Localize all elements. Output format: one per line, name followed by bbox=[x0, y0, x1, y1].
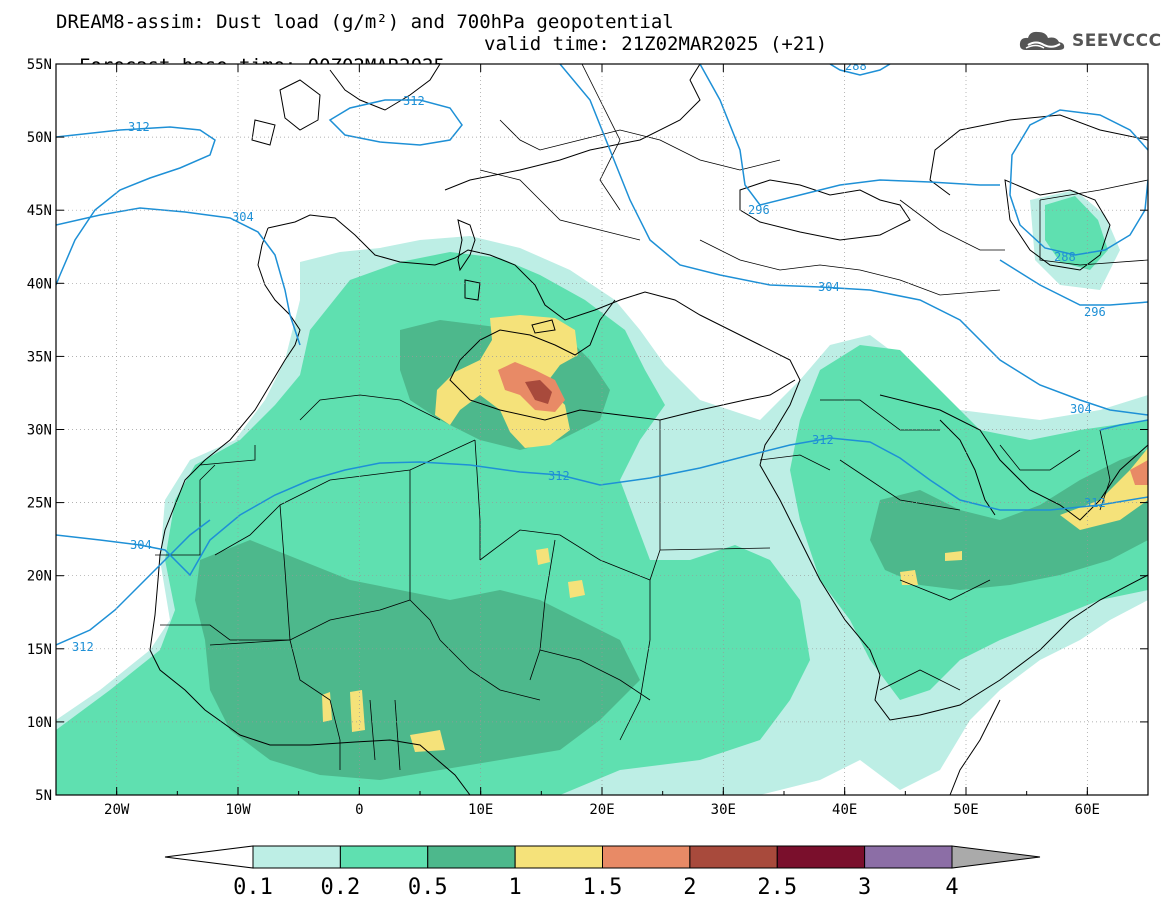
colorbar-segment bbox=[689, 845, 778, 869]
colorbar-segment bbox=[339, 845, 429, 869]
colorbar-segment bbox=[776, 845, 866, 869]
lon-tick-label: 30E bbox=[711, 802, 736, 818]
dust-level-1.5-oman bbox=[1130, 460, 1148, 485]
seevccc-logo: SEEVCCC bbox=[1018, 26, 1162, 56]
lat-tick-label: 25N bbox=[27, 496, 52, 512]
contour-label: 296 bbox=[748, 203, 770, 217]
lat-tick-label: 20N bbox=[27, 569, 52, 585]
contour-label: 312 bbox=[128, 120, 150, 134]
lat-tick-label: 50N bbox=[27, 130, 52, 146]
contour-label: 312 bbox=[812, 433, 834, 447]
contour-label: 304 bbox=[232, 210, 254, 224]
lon-tick-label: 20W bbox=[104, 802, 130, 818]
lat-tick-label: 10N bbox=[27, 715, 52, 731]
colorbar-segment bbox=[514, 845, 603, 869]
contour-label: 304 bbox=[818, 280, 840, 294]
colorbar-tick-label: 2.5 bbox=[757, 875, 797, 900]
lon-tick-label: 40E bbox=[832, 802, 857, 818]
colorbar-high-triangle bbox=[951, 845, 1041, 869]
cloud-logo-icon bbox=[1019, 31, 1065, 50]
country-borders bbox=[155, 64, 1148, 771]
lon-tick-label: 60E bbox=[1075, 802, 1100, 818]
colorbar-tick-label: 2 bbox=[683, 875, 696, 900]
colorbar-tick-label: 1 bbox=[509, 875, 522, 900]
lon-tick-label: 0 bbox=[355, 802, 363, 818]
contour-label: 312 bbox=[403, 94, 425, 108]
lat-tick-label: 30N bbox=[27, 423, 52, 439]
contour-label: 312 bbox=[72, 640, 94, 654]
dust-level-1-patch bbox=[350, 690, 365, 732]
contour-label: 312 bbox=[548, 469, 570, 483]
dust-level-1-patch bbox=[568, 580, 585, 598]
dust-level-0.5 bbox=[195, 320, 1148, 780]
dust-level-1-patch bbox=[410, 730, 445, 752]
lat-tick-label: 15N bbox=[27, 642, 52, 658]
contour-label: 312 bbox=[1084, 496, 1106, 510]
colorbar-segment bbox=[252, 845, 341, 869]
chart-title: DREAM8-assim: Dust load (g/m²) and 700hP… bbox=[56, 11, 674, 33]
geopotential-contours bbox=[56, 64, 1148, 646]
lon-tick-label: 10W bbox=[225, 802, 251, 818]
colorbar-tick-label: 0.2 bbox=[321, 875, 361, 900]
colorbar-tick-label: 4 bbox=[945, 875, 958, 900]
lat-tick-label: 45N bbox=[27, 203, 52, 219]
colorbar-tick-label: 1.5 bbox=[583, 875, 623, 900]
valid-time: valid time: 21Z02MAR2025 (+21) bbox=[484, 33, 828, 55]
dust-level-1-patch bbox=[900, 570, 918, 585]
lon-tick-label: 10E bbox=[468, 802, 493, 818]
dust-level-2 bbox=[525, 380, 552, 404]
colorbar-tick-label: 0.5 bbox=[408, 875, 448, 900]
contour-label: 288 bbox=[845, 59, 867, 73]
contour-label: 296 bbox=[1084, 305, 1106, 319]
contour-label: 288 bbox=[1054, 250, 1076, 264]
colorbar-segment bbox=[864, 845, 953, 869]
lat-tick-label: 35N bbox=[27, 349, 52, 365]
dust-level-1-patch bbox=[536, 548, 550, 565]
map-axes: 55N 50N 45N 40N 35N 30N 25N 20N 15N 10N 5N 20W 10W 0 1… bbox=[27, 57, 1149, 818]
colorbar-tick-label: 0.1 bbox=[233, 875, 273, 900]
contour-label: 304 bbox=[1070, 402, 1092, 416]
colorbar-low-triangle bbox=[164, 845, 254, 869]
contour-labels: 312 312 304 296 304 312 312 304 288 296 … bbox=[72, 59, 1106, 654]
dust-load-field: 312 312 304 296 304 312 312 304 288 296 … bbox=[56, 59, 1148, 795]
lon-tick-label: 50E bbox=[953, 802, 978, 818]
colorbar: 0.1 0.2 0.5 1 1.5 2 2.5 3 4 bbox=[164, 845, 1041, 900]
lon-tick-label: 20E bbox=[589, 802, 614, 818]
lat-tick-label: 5N bbox=[35, 788, 52, 804]
colorbar-segment bbox=[602, 845, 691, 869]
colorbar-tick-label: 3 bbox=[858, 875, 871, 900]
contour-label: 304 bbox=[130, 538, 152, 552]
lat-tick-label: 40N bbox=[27, 276, 52, 292]
lat-tick-label: 55N bbox=[27, 57, 52, 73]
logo-text: SEEVCCC bbox=[1072, 31, 1162, 51]
dust-level-1-patch bbox=[945, 551, 962, 561]
colorbar-segment bbox=[427, 845, 516, 869]
dust-level-1-oman bbox=[1060, 448, 1148, 530]
